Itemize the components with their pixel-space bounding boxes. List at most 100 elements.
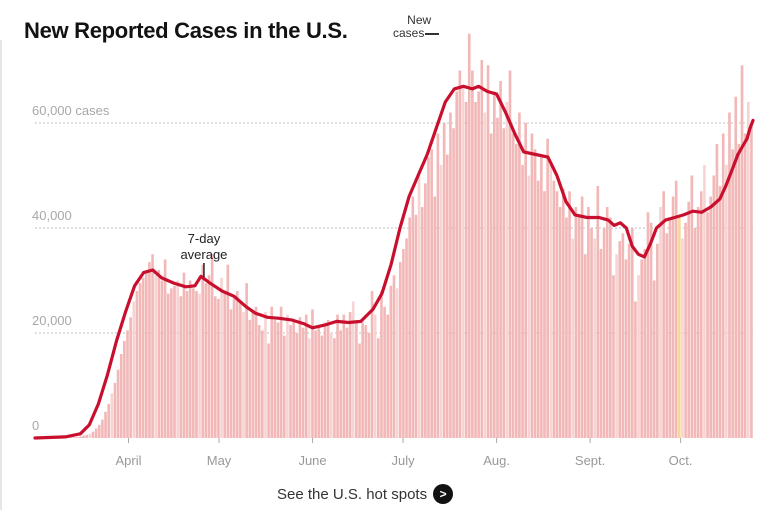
daily-bar <box>82 435 85 438</box>
daily-bar <box>72 437 76 438</box>
daily-bar <box>342 314 346 438</box>
daily-bar <box>549 165 553 438</box>
daily-bar <box>326 319 330 438</box>
hot-spots-link[interactable]: See the U.S. hot spots > <box>277 484 454 504</box>
daily-bar <box>678 217 681 438</box>
daily-bar <box>170 288 173 438</box>
daily-bar <box>85 434 89 438</box>
daily-bar <box>718 186 722 438</box>
daily-bar <box>693 228 697 438</box>
daily-bar <box>477 91 480 438</box>
daily-bar <box>493 91 496 438</box>
daily-bar <box>684 222 687 438</box>
daily-bar <box>696 207 700 438</box>
daily-bar <box>304 314 308 438</box>
daily-bar <box>101 419 104 438</box>
daily-bar <box>245 283 248 438</box>
seven-day-average-line <box>33 84 755 440</box>
daily-bar <box>455 91 459 438</box>
daily-bar <box>552 180 556 438</box>
hot-spots-link-label: See the U.S. hot spots <box>277 485 428 503</box>
daily-bar <box>323 322 327 438</box>
daily-bar <box>743 133 747 438</box>
daily-bar <box>166 293 170 438</box>
daily-bar <box>188 280 192 438</box>
daily-bar <box>76 436 79 438</box>
arrow-right-icon: > <box>433 484 454 504</box>
daily-bar <box>286 314 289 438</box>
daily-bar <box>605 207 609 438</box>
daily-bar <box>643 249 647 438</box>
daily-bar <box>668 217 672 438</box>
daily-bar <box>336 314 339 438</box>
daily-bar <box>301 327 305 438</box>
daily-bar <box>220 277 223 438</box>
daily-bar <box>728 112 731 438</box>
daily-bar <box>746 102 750 438</box>
daily-bar <box>260 330 264 438</box>
daily-bar <box>430 149 433 438</box>
daily-bar <box>615 254 618 438</box>
daily-bar <box>201 264 205 438</box>
daily-bar <box>138 283 142 438</box>
daily-bar <box>213 296 217 438</box>
daily-bar <box>590 228 593 438</box>
daily-bar <box>571 238 575 438</box>
daily-bar <box>104 411 107 438</box>
daily-bar <box>505 102 509 438</box>
daily-bar <box>637 275 640 438</box>
daily-bar <box>235 291 239 438</box>
daily-bar <box>609 217 612 438</box>
daily-bar <box>433 196 437 438</box>
daily-bar <box>518 112 521 438</box>
daily-bar <box>737 144 741 438</box>
daily-bar <box>464 102 468 438</box>
daily-bar <box>483 112 487 438</box>
daily-bar <box>267 343 270 438</box>
daily-bar <box>445 154 449 438</box>
daily-bar <box>148 262 151 438</box>
cases-chart: 0 20,000 40,000 60,000 cases April May June Ju… <box>32 33 755 468</box>
daily-bar <box>88 433 92 438</box>
daily-bar <box>624 259 628 438</box>
daily-bar <box>489 133 493 438</box>
daily-bar <box>596 186 600 438</box>
daily-bar <box>649 222 653 438</box>
daily-bar <box>458 70 462 438</box>
daily-bar <box>577 217 581 438</box>
daily-bar <box>367 333 371 438</box>
daily-bar <box>226 264 230 438</box>
daily-bar <box>383 306 386 438</box>
daily-bar <box>254 306 258 438</box>
daily-bar <box>358 343 361 438</box>
daily-bar <box>734 96 738 438</box>
daily-bar <box>587 207 590 438</box>
daily-bar <box>640 259 644 438</box>
daily-bar <box>514 144 518 438</box>
daily-bar <box>555 191 559 438</box>
new-cases-legend: New cases <box>393 14 440 40</box>
new-cases-leader-line <box>425 32 440 35</box>
daily-bar <box>210 254 214 438</box>
daily-bar <box>674 180 678 438</box>
daily-bar <box>486 65 490 438</box>
daily-bar <box>276 322 280 438</box>
daily-bar <box>207 275 211 438</box>
daily-bar <box>251 312 255 438</box>
daily-bar <box>113 382 117 438</box>
daily-bar <box>179 296 183 438</box>
daily-bar <box>364 325 368 438</box>
daily-bar <box>402 249 405 438</box>
daily-bar <box>176 280 179 438</box>
daily-bar <box>612 275 615 438</box>
daily-bar <box>317 327 321 438</box>
daily-bar <box>533 149 537 438</box>
daily-bar <box>351 301 355 438</box>
daily-bar <box>471 70 474 438</box>
daily-bar <box>308 338 311 438</box>
new-cases-label-line2: cases <box>393 26 425 40</box>
daily-bar <box>540 154 543 438</box>
daily-bar <box>292 319 295 438</box>
daily-bar <box>229 309 233 438</box>
